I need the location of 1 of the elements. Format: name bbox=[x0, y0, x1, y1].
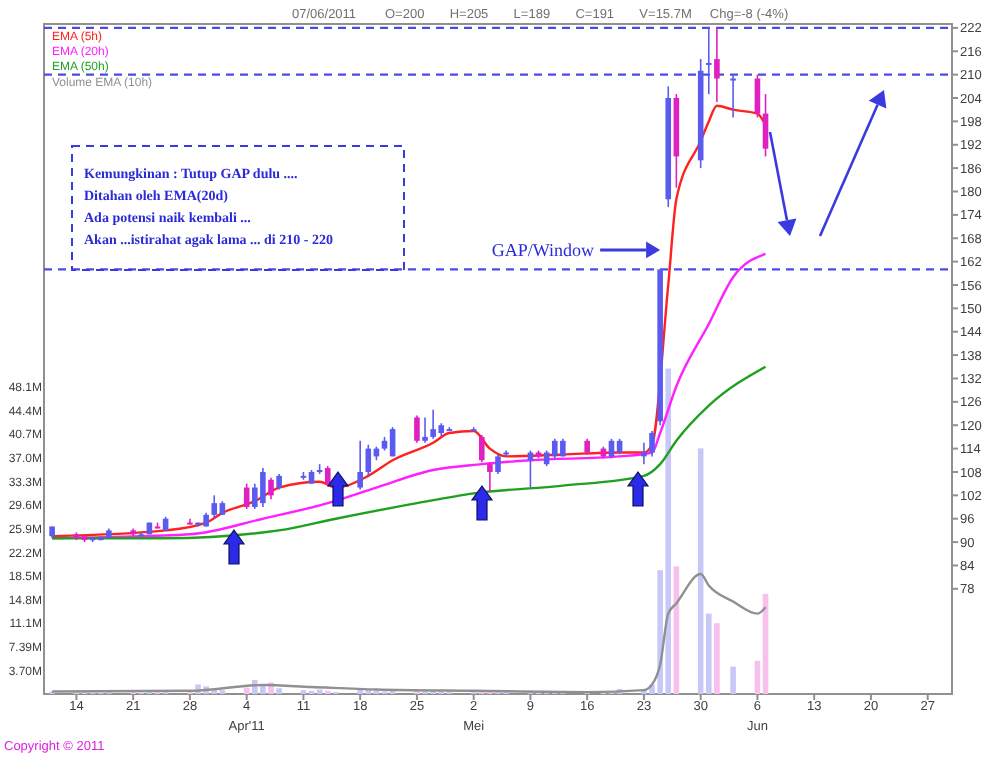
annotation: GAP/Window bbox=[491, 240, 596, 261]
